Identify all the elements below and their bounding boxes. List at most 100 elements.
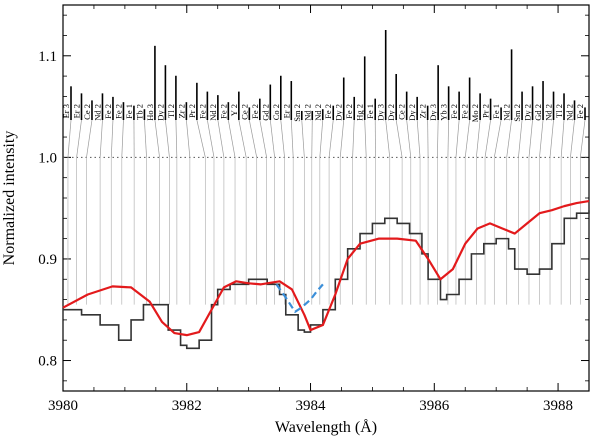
line-label: Tl 2 — [166, 104, 176, 118]
line-label: Dy 3 — [376, 104, 386, 121]
x-axis-title: Wavelength (Å) — [275, 418, 377, 436]
line-label: Yb 3 — [439, 104, 449, 121]
line-connector — [484, 119, 491, 158]
line-connector — [259, 119, 267, 158]
line-connector — [110, 119, 114, 158]
y-tick-label: 1.1 — [38, 49, 57, 65]
x-tick-label: 3986 — [419, 398, 450, 414]
line-connector — [228, 119, 236, 158]
x-tick-label: 3980 — [48, 398, 78, 414]
line-label: Sm 2 — [292, 104, 302, 122]
line-label: Fe 2 — [218, 104, 228, 119]
line-connector — [518, 119, 523, 158]
line-label: Fe 2 — [323, 104, 333, 119]
line-connector — [539, 119, 544, 158]
line-connector — [493, 119, 502, 158]
line-label: Dy 2 — [334, 104, 344, 121]
line-connector — [506, 119, 512, 158]
line-connector — [455, 119, 460, 158]
line-label: Er 2 — [281, 104, 291, 118]
line-connector — [447, 119, 449, 158]
line-label: Fe 2 — [197, 104, 207, 119]
spectrum-series — [62, 199, 590, 350]
y-tick-label: 1.0 — [38, 150, 57, 166]
line-label: Ce 2 — [239, 104, 249, 120]
line-label: Dy 2 — [386, 104, 396, 121]
line-label: Fe 2 — [460, 104, 470, 119]
line-label: Zr 2 — [418, 104, 428, 118]
line-label: Dy 2 — [407, 104, 417, 121]
line-connector — [99, 119, 103, 158]
line-connector — [319, 119, 324, 158]
line-connector — [339, 119, 345, 158]
line-label: Er 2 — [71, 104, 81, 118]
line-label: Zr 2 — [176, 104, 186, 118]
line-label: Gd 2 — [533, 104, 543, 121]
line-label: Fe 2 — [103, 104, 113, 119]
line-connector — [364, 119, 367, 158]
line-label: Fe 1 — [491, 104, 501, 119]
line-label: Fe 1 — [365, 104, 375, 119]
axis-ticks: 3980 3982 3984 3986 3988 0.8 0.9 1.0 1.1 — [38, 5, 590, 414]
line-connector — [437, 119, 439, 158]
line-connector — [385, 119, 391, 158]
line-connector — [406, 119, 412, 158]
line-label: Dy 3 — [428, 104, 438, 121]
line-connector — [352, 119, 355, 158]
line-connector — [395, 119, 403, 158]
line-label: Er 3 — [61, 104, 71, 118]
line-label: Fe 2 — [250, 104, 260, 119]
line-connector — [67, 119, 72, 158]
line-connector — [290, 119, 294, 158]
line-label: Nd 2 — [208, 104, 218, 121]
line-connector — [280, 119, 285, 158]
y-tick-label: 0.9 — [38, 252, 57, 268]
line-connector — [144, 119, 147, 158]
line-connector — [238, 119, 247, 158]
y-tick-label: 0.8 — [38, 354, 57, 370]
line-connector — [570, 119, 575, 158]
line-connector — [76, 119, 82, 158]
line-label: Nd 2 — [544, 104, 554, 121]
line-label: Y 2 — [229, 104, 239, 116]
line-label: Nd 2 — [92, 104, 102, 121]
line-label: Fe 2 — [113, 104, 123, 119]
line-label: Hg 2 — [355, 104, 365, 121]
line-connector — [549, 119, 554, 158]
line-label: Nd 2 — [502, 104, 512, 121]
line-connector — [154, 119, 160, 158]
line-label: Fe 2 — [344, 104, 354, 119]
line-connector — [165, 119, 170, 158]
line-connector — [416, 119, 421, 158]
model-spectrum-line — [62, 199, 590, 337]
line-connector — [121, 119, 124, 158]
x-tick-label: 3988 — [543, 398, 573, 414]
plot-frame — [62, 4, 590, 392]
line-label: Nd 2 — [313, 104, 323, 121]
line-label: Fe 2 — [449, 104, 459, 119]
line-connector — [528, 119, 533, 158]
line-connector — [186, 119, 191, 158]
line-label: Tb 2 — [134, 104, 144, 120]
line-connector — [269, 119, 275, 158]
line-connector — [476, 119, 481, 158]
line-label: Co 2 — [271, 104, 281, 120]
line-label: Fe 2 — [575, 104, 585, 119]
line-label: Pr 2 — [187, 104, 197, 118]
line-connector — [301, 119, 305, 158]
line-label: Tl 2 — [554, 104, 564, 118]
line-connector — [196, 119, 206, 158]
line-label: Ce 2 — [397, 104, 407, 120]
line-label: Sm 2 — [512, 104, 522, 122]
line-label: Mo 2 — [470, 104, 480, 122]
x-tick-label: 3982 — [172, 398, 202, 414]
line-label: Ho 3 — [145, 104, 155, 121]
line-identifications: Er 3 Er 2 Ce 2 Nd 2 Fe 2 Fe 2 Fe 1 Tb 2 Ho 3 Dy 2… — [61, 30, 586, 305]
line-connector — [217, 119, 225, 158]
line-label: Pr 2 — [481, 104, 491, 118]
line-label: Nd 2 — [302, 104, 312, 121]
x-tick-label: 3984 — [296, 398, 327, 414]
line-connector — [86, 119, 93, 158]
line-label: Gd 2 — [260, 104, 270, 121]
line-connector — [560, 119, 565, 158]
